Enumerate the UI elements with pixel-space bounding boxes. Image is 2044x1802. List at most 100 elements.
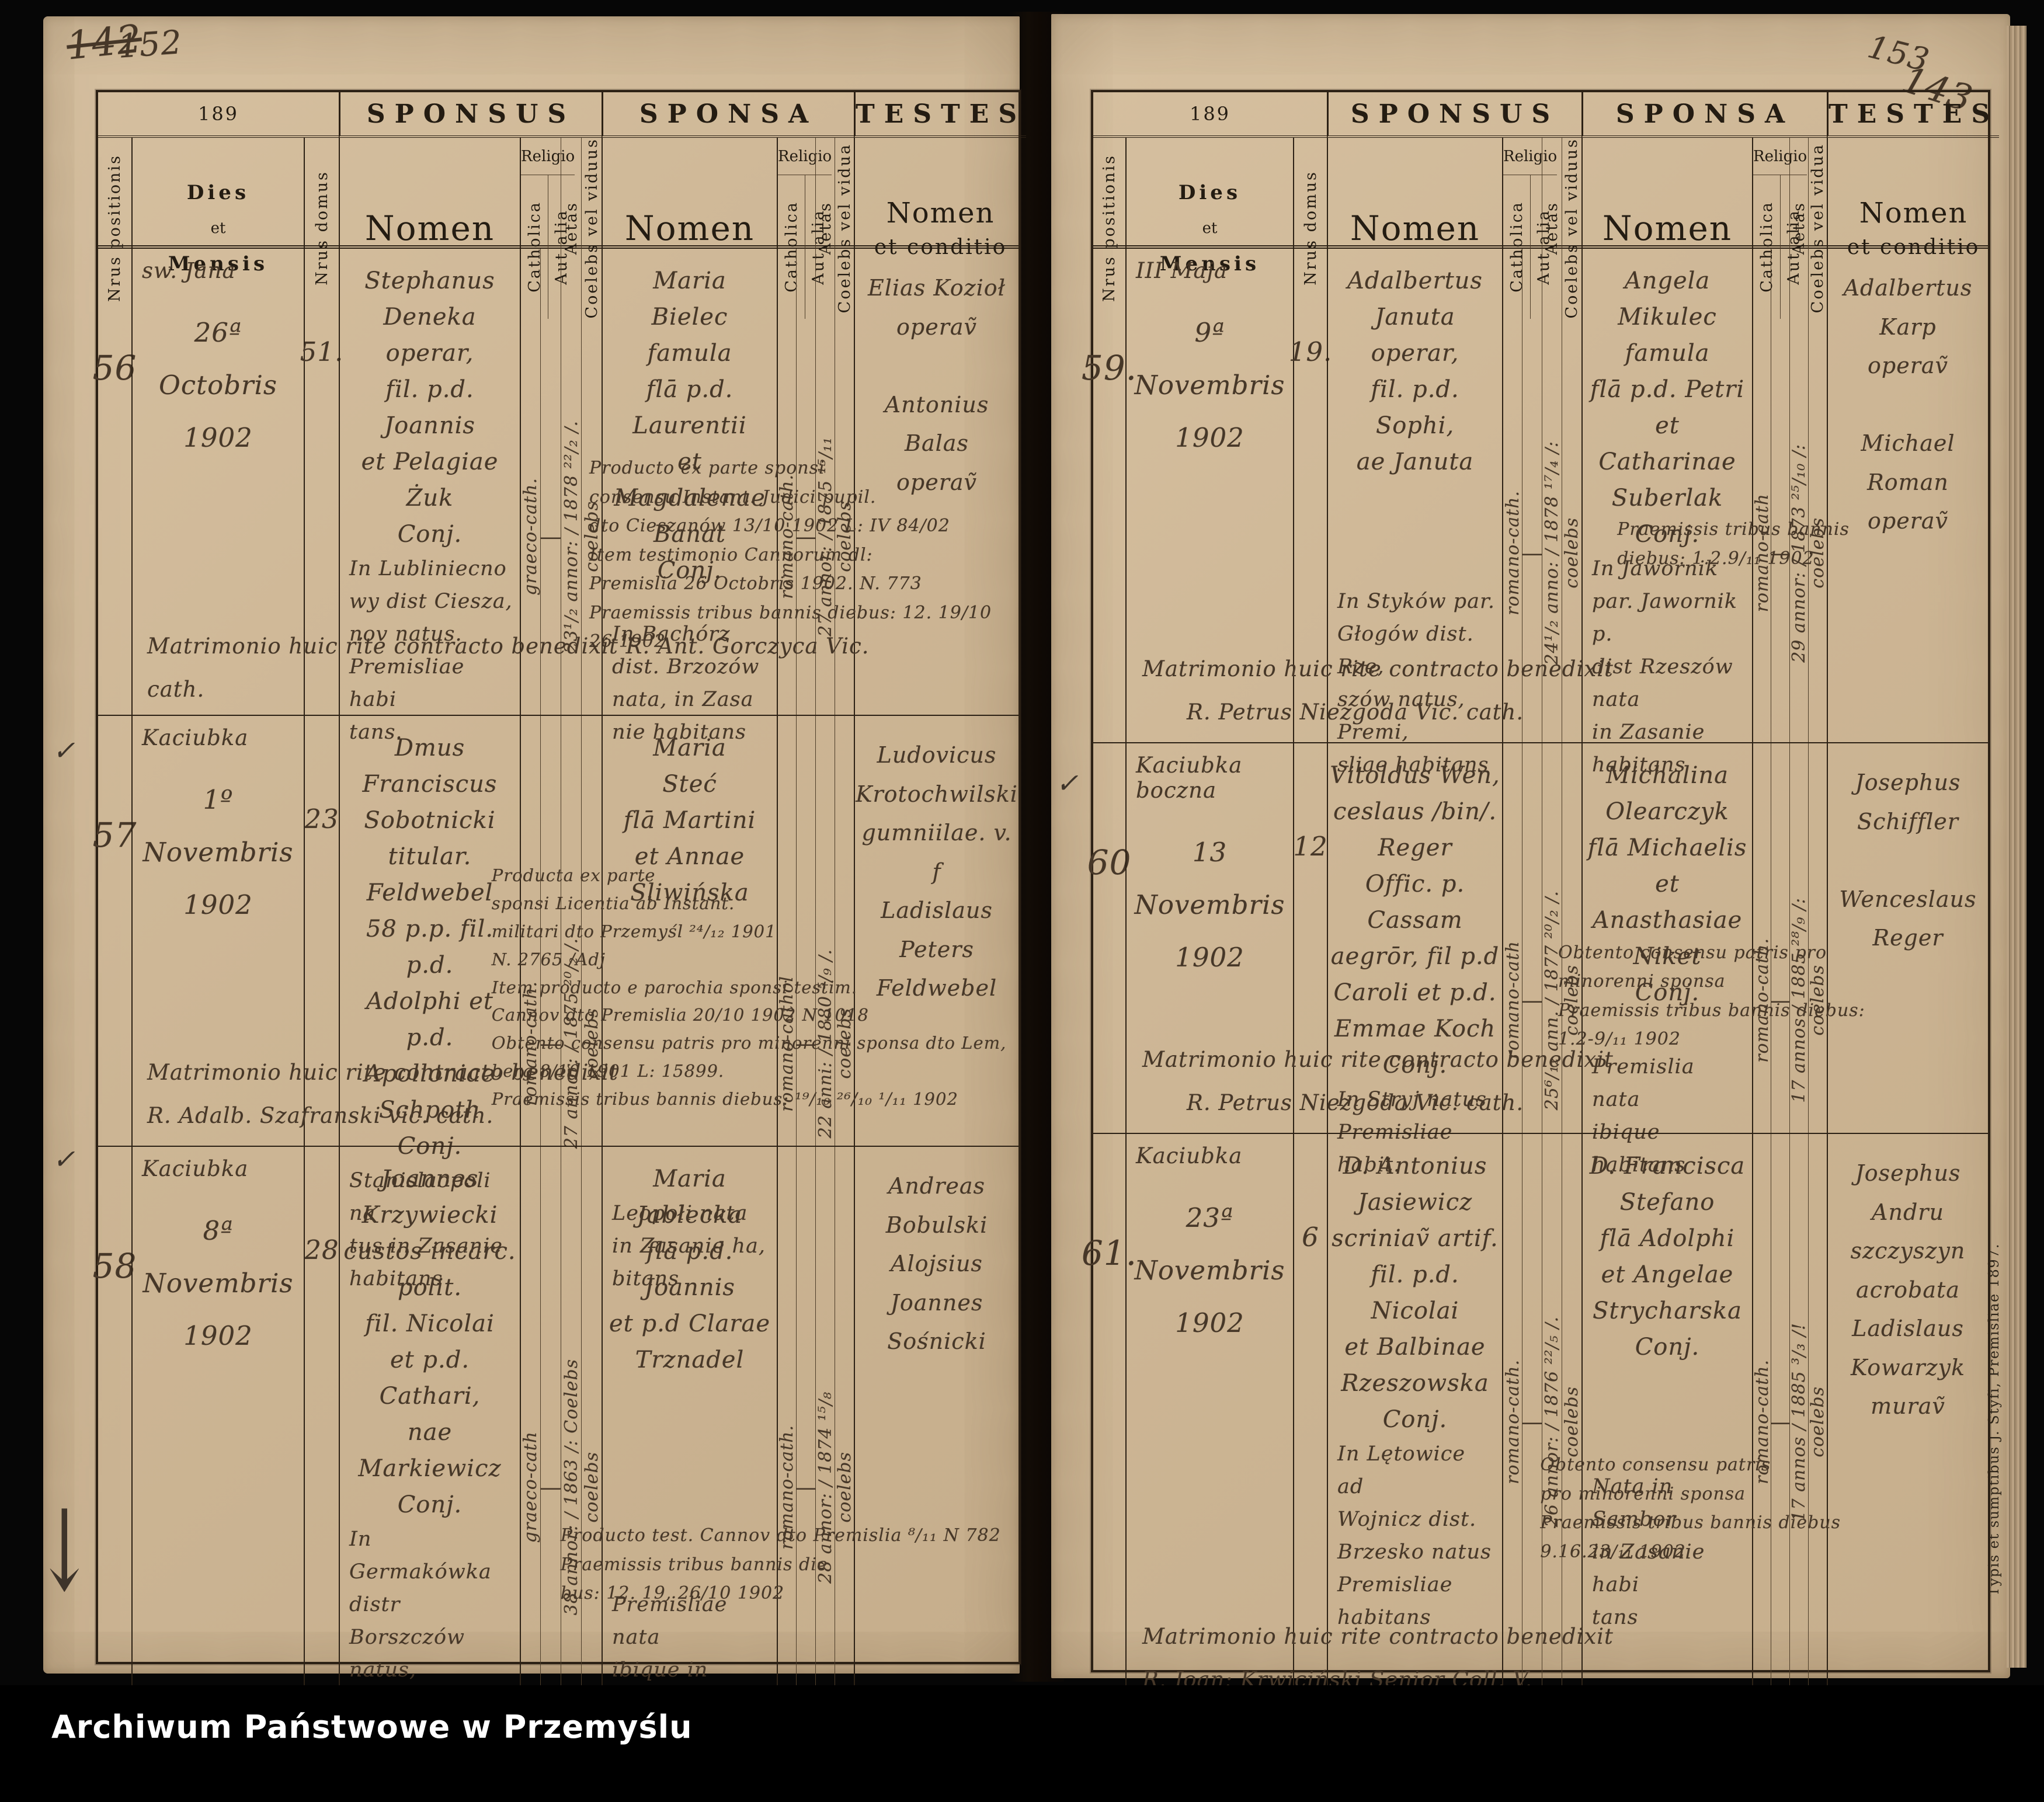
bride-age-cell: 27 annor: / 1875 ¹⁵/₁₁ — [815, 249, 835, 825]
groom-religion: romano-cath. — [1502, 490, 1522, 615]
house-number-cell: 51. — [300, 249, 343, 825]
blessing-note: Matrimonio huic rite contracto benedixit… — [147, 1060, 618, 1128]
groom-status-cell: coelebs — [581, 249, 602, 825]
bride-religion-cell: romano-cathol — [777, 716, 796, 1371]
groom-age-cell: 25⁶/₁₂ ann. / 1877 ²⁰/₂ /. — [1542, 743, 1562, 1257]
groom-age: 23¹/₂ annor: / 1878 ²²/₂ /. — [561, 420, 581, 653]
bride-age-cell: 17 annos / 1885 ²⁸/₉ /: — [1789, 743, 1808, 1257]
dash-mark: — — [797, 524, 815, 549]
date-cell: III Maja 9ª Novembris 1902 — [1125, 249, 1293, 857]
house-number-cell: 28 — [304, 1147, 339, 1802]
bride-cell: Maria Jabłecka flā p.d. Joannis et p.d C… — [602, 1147, 777, 1802]
register-page-right: 153 143 ✓ Typis et sumptibus J. Styfi, P… — [1051, 14, 2010, 1710]
groom-religion: romano-cath. — [1502, 1359, 1522, 1484]
date-value: 26ª Octobris 1902 — [158, 317, 278, 453]
archive-footer-bar: Archiwum Państwowe w Przemyślu — [0, 1685, 2044, 1802]
col-header-bride-aetas: Aetas — [1789, 138, 1808, 319]
date-place-note: sw. Jana — [142, 258, 236, 283]
col-header-nrus-domus: Nrus domus — [1293, 138, 1327, 319]
house-number-cell: 12 — [1293, 743, 1327, 1257]
date-value: 1º Novembris 1902 — [142, 784, 294, 920]
dash-mark: — — [541, 1031, 561, 1056]
bride-age-cell: 28 annor: / 1874 ¹⁵/₈ — [815, 1147, 835, 1802]
col-header-testes-nomen: Nomen et conditio — [854, 138, 1026, 319]
groom-religion-cell: romano-cath — [1502, 743, 1522, 1257]
year-header: 189 — [98, 92, 339, 138]
bride-religion-alia-cell: — — [1771, 249, 1789, 857]
year-header: 189 — [1093, 92, 1327, 138]
col-header-bride-coelebs: Coelebs vel vidua — [1808, 138, 1827, 319]
dash-mark: — — [1522, 1409, 1542, 1435]
bride-religion-cell: romano-cath. — [777, 249, 796, 825]
bride-status-cell: coelebs — [1808, 743, 1827, 1257]
col-header-testes-nomen: Nomen et conditio — [1827, 138, 1999, 319]
check-mark: ✓ — [53, 735, 75, 766]
house-number: 23 — [304, 803, 339, 834]
groom-status: coelebs — [581, 1452, 602, 1523]
house-number: 28 — [304, 1234, 339, 1265]
groom-origin: In Stryj natus Premisliae habit. — [1337, 1088, 1487, 1177]
dash-mark: — — [797, 1031, 815, 1056]
witnesses-cell: Elias Kozioł operaṽ Antonius Balas opera… — [854, 249, 1018, 825]
check-mark: ✓ — [53, 1143, 75, 1175]
bride-religion-cell: romano-cath — [1752, 249, 1771, 857]
witnesses-names: Andreas Bobulski Alojsius Joannes Sośnic… — [885, 1173, 988, 1354]
bride-cell: Angela Mikulec famula flā p.d. Petri et … — [1581, 249, 1752, 857]
bride-status-cell: coelebs — [1808, 1134, 1827, 1710]
groom-religion-alia-cell: — — [1522, 249, 1542, 857]
col-header-bride-nomen: Nomen — [602, 138, 777, 319]
sponsa-group-header: SPONSA — [602, 92, 854, 138]
table-body: 56 sw. Jana 26ª Octobris 1902 51. Stepha… — [93, 249, 1018, 1802]
date-cell: sw. Jana 26ª Octobris 1902 — [131, 249, 304, 825]
register-notes: Producto ex parte sponsi consensu Instan… — [589, 458, 992, 652]
bride-origin: Premislia nata ibique habitans — [1592, 1055, 1695, 1177]
groom-name: Adalbertus Januta operar, fil. p.d. Soph… — [1347, 267, 1483, 475]
groom-status-cell: coelebs — [581, 1147, 602, 1802]
register-notes: Producto test. Cannov dto Premislia ⁸/₁₁… — [560, 1525, 1001, 1604]
bride-name: Maria Jabłecka flā p.d. Joannis et p.d C… — [609, 1166, 770, 1373]
dash-mark: — — [1771, 1409, 1789, 1435]
bride-name: D. Francisca Stefano flā Adolphi et Ange… — [1589, 1153, 1746, 1361]
bride-status: coelebs — [835, 1452, 854, 1523]
groom-cell: D. Antonius Jasiewicz scriniaṽ artif. fi… — [1327, 1134, 1502, 1710]
house-number-cell: 19. — [1289, 249, 1332, 857]
bride-age-cell: 17 annos / 1885 ³/₃ /! — [1789, 1134, 1808, 1710]
table-header: 189 SPONSUS SPONSA TESTES Nrus positioni… — [98, 92, 1027, 319]
groom-age-cell: 27 annor: / 1875 ²⁰/₂ /. — [561, 716, 581, 1371]
date-cell: Kaciubka boczna 13 Novembris 1902 — [1125, 743, 1293, 1257]
groom-origin: In Lubliniecno wy dist Ciesza, nov natus… — [349, 557, 513, 744]
groom-origin: In Styków par. Głogów dist. Rze, szów na… — [1337, 590, 1495, 777]
date-place-note: Kaciubka boczna — [1136, 753, 1243, 803]
witnesses-names: Elias Kozioł operaṽ Antonius Balas opera… — [868, 275, 1006, 495]
register-row: 61. Kaciubka 23ª Novembris 1902 6 D. Ant… — [1082, 1133, 1988, 1710]
witnesses-names: Adalbertus Karp operaṽ Michael Roman ope… — [1843, 275, 1973, 534]
house-number: 6 — [1302, 1222, 1319, 1253]
witnesses-cell: Josephus Andru szczyszyn acrobata Ladisl… — [1827, 1134, 1988, 1710]
witnesses-names: Josephus Schiffler Wenceslaus Reger — [1839, 770, 1977, 951]
bride-origin: In Bachórz dist. Brzozów nata, in Zasa n… — [612, 622, 760, 744]
register-row: 58 Kaciubka 8ª Novembris 1902 28 Joannes… — [93, 1146, 1018, 1802]
groom-origin: Stanislaopoli na tus in Zasanie habitans — [349, 1169, 503, 1290]
bride-status-cell: coelebs — [835, 249, 854, 825]
check-mark: ✓ — [1056, 767, 1079, 799]
register-table: 189 SPONSUS SPONSA TESTES Nrus positioni… — [1082, 90, 2000, 1710]
groom-religion-alia-cell: — — [1522, 743, 1542, 1257]
witnesses-cell: Ludovicus Krotochwilski gumniilae. v. f … — [854, 716, 1018, 1371]
date-cell: Kaciubka 23ª Novembris 1902 — [1125, 1134, 1293, 1710]
col-header-groom-nomen: Nomen — [339, 138, 520, 319]
bride-religion-alia-cell: — — [1771, 1134, 1789, 1710]
position-number-cell: 58 — [93, 1147, 137, 1802]
register-notes: Obtento consensu patris pro minorenni sp… — [1540, 1455, 1841, 1562]
witnesses-cell: Josephus Schiffler Wenceslaus Reger — [1827, 743, 1988, 1257]
bride-religion-cell: romano-cath. — [777, 1147, 796, 1802]
groom-name: Dmus Franciscus Sobotnicki titular. Feld… — [362, 735, 498, 1160]
position-number-cell: 60 — [1087, 743, 1131, 1257]
house-number: 51. — [300, 336, 344, 367]
house-number-cell: 23 — [304, 716, 339, 1371]
col-header-bride-nomen: Nomen — [1581, 138, 1752, 319]
col-header-bride-religio: Religio Catholica Aut alia — [777, 138, 832, 319]
groom-cell: Stephanus Deneka operar, fil. p.d. Joann… — [339, 249, 520, 825]
date-cell: Kaciubka 1º Novembris 1902 — [131, 716, 304, 1371]
groom-name: D. Antonius Jasiewicz scriniaṽ artif. fi… — [1332, 1153, 1499, 1433]
